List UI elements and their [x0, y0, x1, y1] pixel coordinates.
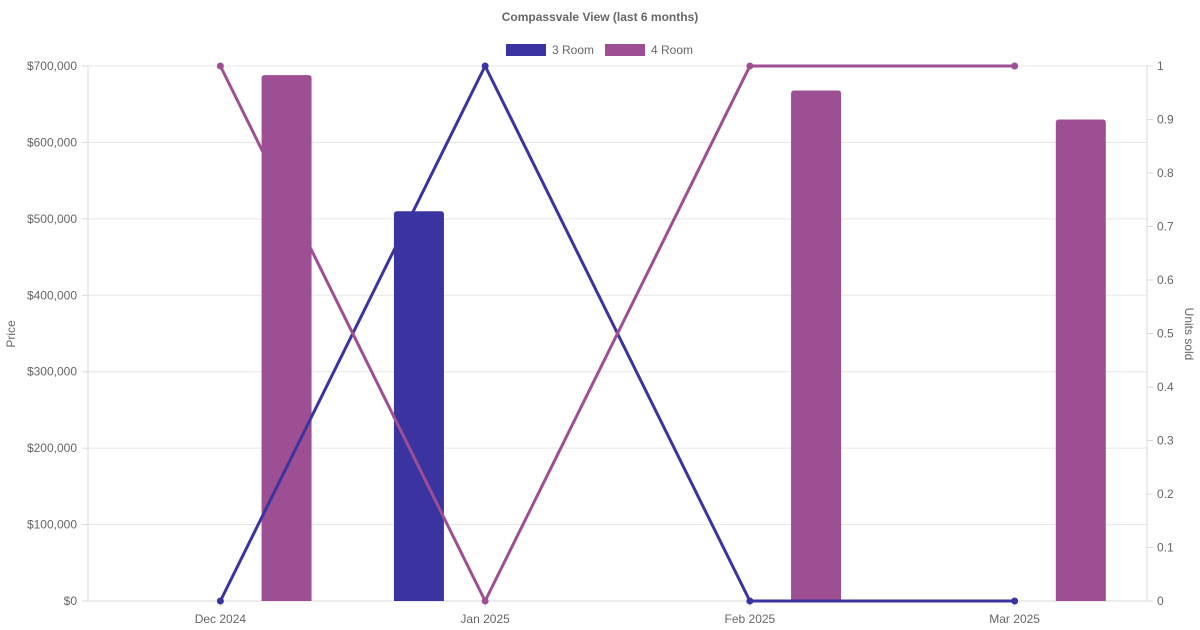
legend-item-3-room[interactable]: 3 Room: [506, 43, 594, 57]
point-4-room: [1011, 62, 1019, 70]
right-tick-label: 0.1: [1157, 541, 1174, 555]
legend-label-3-room: 3 Room: [552, 43, 594, 57]
point-3-room: [216, 597, 224, 605]
legend-swatch-3-room: [506, 44, 546, 56]
x-tick-label: Jan 2025: [460, 612, 510, 626]
bar-4-room: [791, 90, 842, 601]
point-3-room: [1011, 597, 1019, 605]
right-tick-label: 0.6: [1157, 273, 1174, 287]
right-tick-label: 0.5: [1157, 327, 1174, 341]
right-tick-label: 0.2: [1157, 487, 1174, 501]
right-y-axis: 0 0.1 0.2 0.3 0.4 0.5 0.6 0.7 0.8 0.9 1: [1146, 59, 1174, 608]
left-tick-label: $600,000: [27, 135, 77, 149]
bar-3-room: [393, 211, 444, 601]
x-tick-label: Feb 2025: [725, 612, 776, 626]
right-tick-label: 0.9: [1157, 113, 1174, 127]
x-axis: Dec 2024 Jan 2025 Feb 2025 Mar 2025: [88, 600, 1147, 626]
left-tick-label: $100,000: [27, 518, 77, 532]
left-y-axis: $0 $100,000 $200,000 $300,000 $400,000 $500,0…: [27, 59, 89, 608]
left-tick-label: $300,000: [27, 365, 77, 379]
right-tick-label: 0.8: [1157, 166, 1174, 180]
left-tick-label: $0: [64, 594, 78, 608]
chart-title: Compassvale View (last 6 months): [502, 10, 699, 24]
legend-item-4-room[interactable]: 4 Room: [605, 43, 693, 57]
left-tick-label: $500,000: [27, 212, 77, 226]
left-tick-label: $400,000: [27, 288, 77, 302]
bars: [261, 75, 1106, 601]
legend-swatch-4-room: [605, 44, 645, 56]
x-tick-label: Mar 2025: [989, 612, 1040, 626]
point-3-room: [481, 62, 489, 70]
legend: 3 Room 4 Room: [506, 43, 693, 57]
right-tick-label: 0.7: [1157, 220, 1174, 234]
right-axis-label: Units sold: [1182, 308, 1196, 361]
point-4-room: [481, 597, 489, 605]
legend-label-4-room: 4 Room: [651, 43, 693, 57]
lines: [216, 62, 1019, 605]
right-tick-label: 0.4: [1157, 380, 1174, 394]
bar-4-room: [1055, 119, 1106, 601]
bar-4-room: [261, 75, 312, 601]
right-tick-label: 1: [1157, 59, 1164, 73]
right-tick-label: 0: [1157, 594, 1164, 608]
point-4-room: [746, 62, 754, 70]
line-4-room: [219, 64, 1015, 603]
right-tick-label: 0.3: [1157, 434, 1174, 448]
left-tick-label: $700,000: [27, 59, 77, 73]
x-tick-label: Dec 2024: [195, 612, 247, 626]
point-4-room: [216, 62, 224, 70]
left-tick-label: $200,000: [27, 441, 77, 455]
left-axis-label: Price: [4, 320, 18, 348]
point-3-room: [746, 597, 754, 605]
